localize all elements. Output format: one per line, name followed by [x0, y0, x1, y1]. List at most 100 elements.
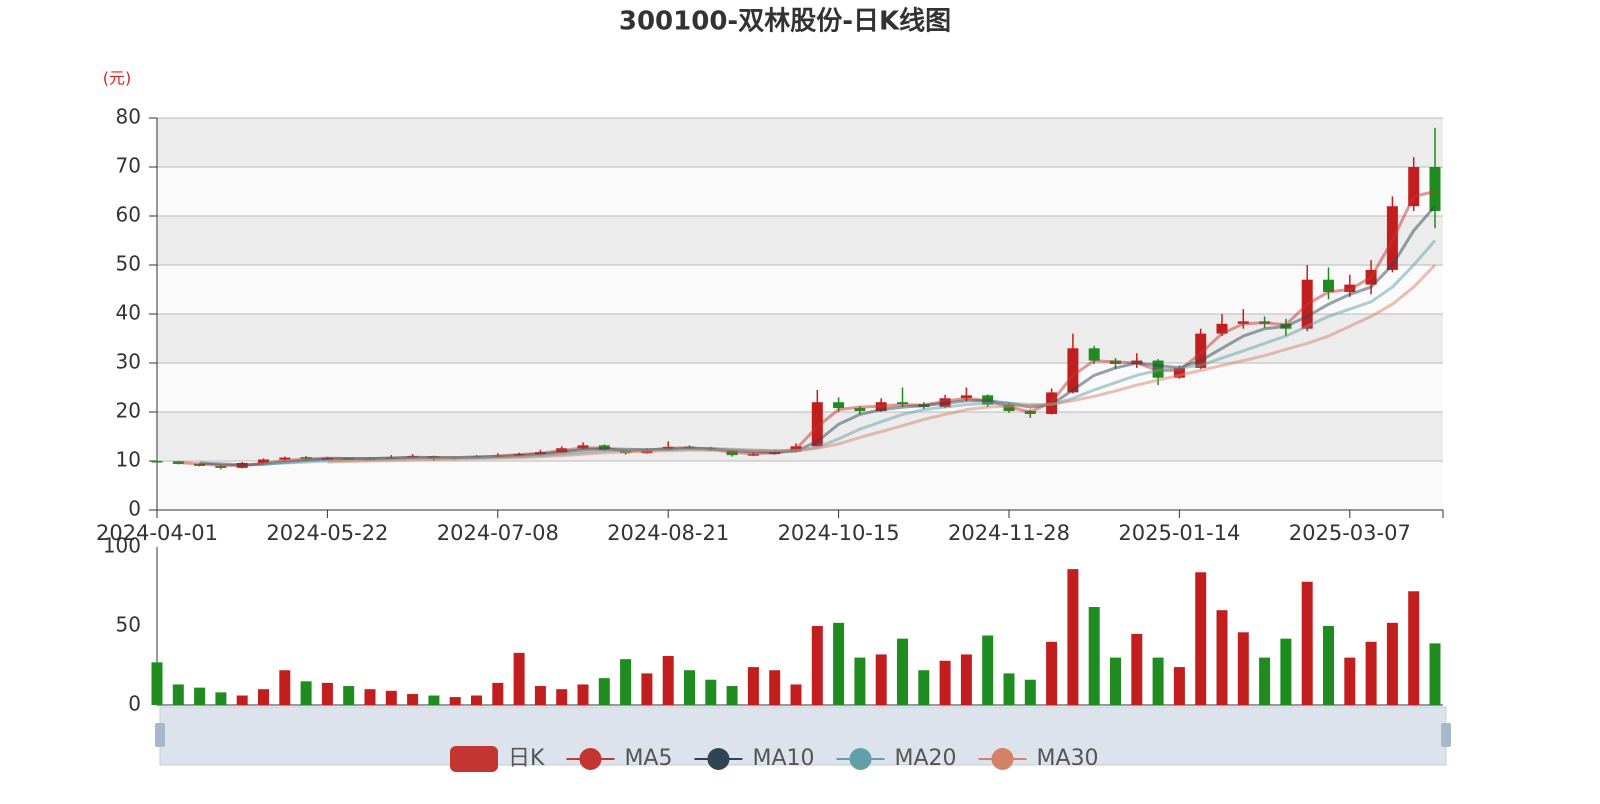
volume-bar [471, 695, 482, 705]
candle-body [1088, 348, 1100, 361]
y-tick-label: 60 [116, 203, 141, 227]
volume-bar [343, 686, 355, 705]
y-tick-label: 0 [128, 497, 141, 521]
volume-bar [726, 686, 738, 705]
volume-bar [194, 687, 206, 705]
volume-bar [705, 679, 717, 705]
volume-bar [300, 681, 312, 705]
volume-bar [1429, 643, 1441, 705]
volume-bar [556, 689, 568, 705]
x-tick-label: 2025-01-14 [1118, 521, 1240, 545]
volume-bar [407, 693, 419, 705]
volume-bar [1216, 610, 1228, 705]
volume-bar [449, 697, 461, 705]
volume-bar [1003, 673, 1015, 705]
candle-body [1195, 333, 1207, 368]
volume-bar [492, 682, 504, 705]
candle-body [811, 402, 823, 447]
volume-bar [769, 670, 781, 705]
volume-bar [598, 678, 610, 705]
volume-bar [385, 690, 397, 705]
volume-bar [662, 656, 674, 705]
y-tick-label: 20 [116, 399, 141, 423]
y-tick-label: 80 [116, 105, 141, 129]
volume-bar [1323, 626, 1334, 705]
volume-bar [1173, 667, 1185, 705]
volume-bar [1024, 679, 1036, 705]
candle-body [151, 461, 163, 463]
volume-bar [321, 682, 333, 705]
volume-bar [747, 667, 759, 705]
volume-bar [1344, 657, 1356, 705]
y-tick-label: 30 [116, 350, 141, 374]
volume-bar [1301, 581, 1313, 705]
volume-bar [982, 635, 994, 705]
volume-bar [620, 659, 632, 705]
volume-bar [534, 686, 546, 705]
volume-bar [854, 657, 866, 705]
volume-bar [513, 652, 525, 705]
legend-label[interactable]: MA30 [1037, 746, 1099, 771]
volume-bar [236, 695, 248, 705]
volume-bar [364, 689, 376, 705]
grid-band [157, 167, 1443, 216]
volume-bar [172, 684, 184, 705]
x-tick-label: 2024-11-28 [948, 521, 1070, 545]
volume-bar [1131, 633, 1143, 705]
ma-line [327, 263, 1437, 464]
legend-label[interactable]: MA10 [752, 746, 814, 771]
volume-bar [641, 673, 653, 705]
candle-body [833, 402, 845, 409]
x-tick-label: 2024-07-08 [437, 521, 559, 545]
x-tick-label: 2025-03-07 [1289, 521, 1411, 545]
volume-tick-label: 0 [128, 692, 141, 716]
volume-bar [1237, 632, 1249, 705]
volume-bar [1067, 569, 1079, 705]
candle-body [1323, 279, 1334, 292]
chart-title: 300100-双林股份-日K线图 [619, 7, 951, 37]
volume-bar [215, 692, 227, 705]
volume-bar [1088, 607, 1100, 705]
volume-bar [1365, 641, 1377, 705]
grid-band [157, 265, 1443, 314]
volume-bar [428, 695, 440, 705]
volume-bar [684, 670, 695, 705]
slider-handle[interactable] [155, 723, 165, 747]
grid-band [157, 412, 1443, 461]
volume-tick-label: 50 [116, 613, 141, 637]
data-zoom-slider[interactable] [159, 706, 1447, 766]
y-tick-label: 40 [116, 301, 141, 325]
volume-bar [1110, 657, 1121, 705]
candle-body [1408, 167, 1420, 207]
candle-body [1429, 167, 1441, 212]
legend-swatch [450, 746, 498, 772]
candle-body [258, 459, 269, 463]
legend-swatch [991, 748, 1014, 770]
volume-bar [151, 662, 163, 705]
x-tick-label: 2024-10-15 [778, 521, 900, 545]
volume-bar [1280, 638, 1292, 705]
legend-swatch [707, 748, 730, 770]
grid-band [157, 118, 1443, 167]
legend-label[interactable]: MA20 [895, 746, 957, 771]
grid-band [157, 363, 1443, 412]
candle-body [1173, 367, 1185, 378]
candle-body [854, 408, 866, 412]
grid-band [157, 314, 1443, 363]
legend-label[interactable]: MA5 [624, 746, 672, 771]
grid-band [157, 216, 1443, 265]
grid-band [157, 461, 1443, 510]
volume-bar [1259, 657, 1271, 705]
y-unit: (元) [103, 69, 132, 88]
volume-bar [258, 689, 269, 705]
slider-handle[interactable] [1441, 723, 1451, 747]
y-tick-label: 50 [116, 252, 141, 276]
volume-bar [279, 670, 291, 705]
volume-bar [1152, 657, 1164, 705]
legend-label[interactable]: 日K [508, 746, 545, 771]
volume-bar [939, 660, 951, 705]
volume-bar [790, 684, 802, 705]
volume-bar [1195, 572, 1207, 705]
candle-body [1067, 348, 1079, 393]
